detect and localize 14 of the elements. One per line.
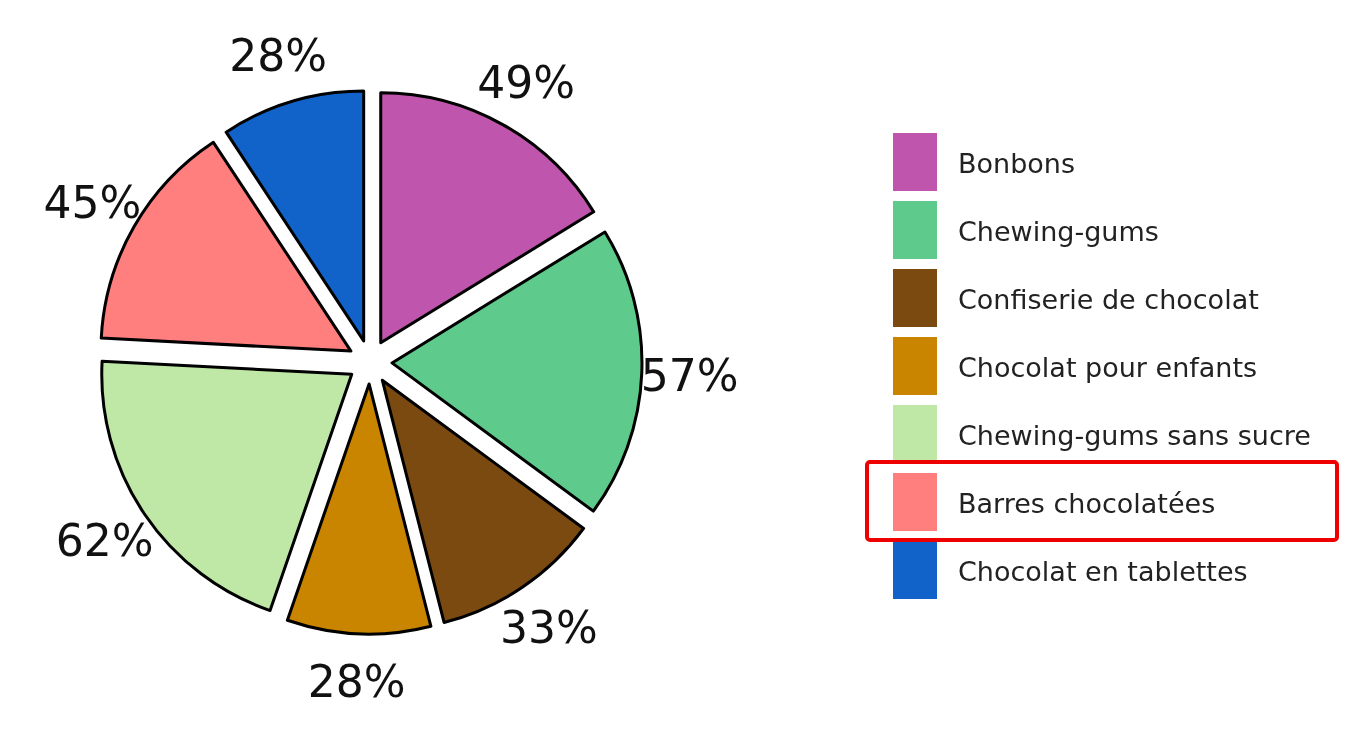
data-label: 28% [229, 29, 327, 81]
legend-label: Chocolat en tablettes [958, 555, 1248, 587]
legend-label: Chocolat pour enfants [958, 351, 1258, 383]
data-label: 57% [640, 349, 739, 401]
data-label: 62% [55, 515, 154, 567]
legend-label: Confiserie de chocolat [958, 283, 1259, 315]
data-label: 28% [307, 656, 406, 708]
legend-label: Bonbons [958, 147, 1075, 179]
data-label: 49% [477, 57, 576, 109]
data-label: 45% [43, 177, 142, 229]
legend-label: Chewing-gums [958, 215, 1159, 247]
legend-label: Chewing-gums sans sucre [958, 419, 1311, 451]
legend-label: Barres chocolatées [958, 487, 1216, 519]
data-label: 33% [499, 601, 598, 653]
